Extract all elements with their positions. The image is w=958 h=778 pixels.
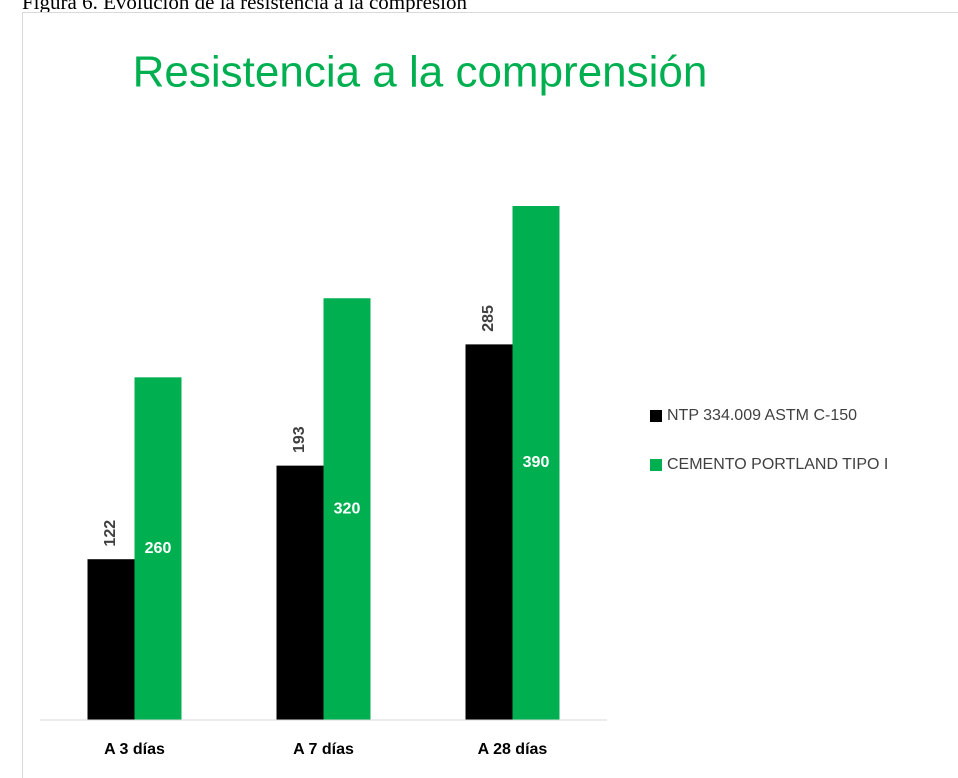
legend-label: NTP 334.009 ASTM C-150 — [667, 407, 857, 424]
x-tick-label: A 7 días — [293, 741, 354, 758]
caption: Figura 6. Evolución de la resistencia a … — [22, 0, 467, 14]
data-label: 193 — [291, 426, 308, 453]
data-label: 260 — [145, 540, 172, 557]
legend-swatch — [650, 410, 662, 422]
bar — [134, 377, 182, 720]
data-label: 285 — [480, 305, 497, 332]
bar — [87, 559, 135, 720]
bar — [276, 465, 324, 720]
data-label: 122 — [102, 520, 119, 547]
bar — [323, 298, 371, 720]
data-label: 390 — [523, 454, 550, 471]
x-tick-label: A 28 días — [478, 741, 548, 758]
x-tick-label: A 3 días — [104, 741, 165, 758]
legend-swatch — [650, 459, 662, 471]
bar — [512, 206, 560, 720]
legend-label: CEMENTO PORTLAND TIPO I — [667, 456, 888, 473]
data-label: 320 — [334, 500, 361, 517]
bar — [465, 344, 513, 720]
chart-title: Resistencia a la comprensión — [133, 48, 708, 97]
